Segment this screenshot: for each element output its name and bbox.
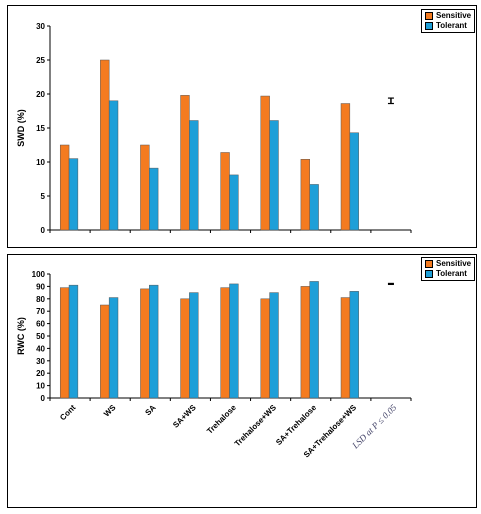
bar-tolerant-trehalose-ws: [269, 292, 279, 399]
legend-swatch-tolerant: [425, 22, 433, 30]
x-tick-label: SA: [143, 403, 157, 417]
bar-tolerant-ws: [108, 100, 119, 231]
rwc-chart: 0 10 20 30 40 50 60 70 80 90 100 RWC (%) Cont WS SA SA+…: [16, 270, 412, 459]
legend-label-sensitive: Sensitive: [436, 259, 472, 268]
x-tick-label: Trehalose: [205, 403, 238, 436]
bar-sensitive-ws: [100, 304, 110, 399]
bar-sensitive-sa-trehalose-ws: [340, 103, 351, 231]
bar-sensitive-sa-ws: [180, 95, 190, 231]
bar-sensitive-sa-trehalose-ws: [340, 297, 351, 399]
y-tick-label: 20: [36, 369, 45, 378]
swd-legend: Sensitive Tolerant: [421, 9, 476, 33]
x-tick-label: SA+WS: [171, 403, 198, 430]
y-tick-label: 15: [36, 124, 45, 133]
y-tick-label: 70: [36, 307, 45, 316]
y-tick-label: 0: [41, 226, 46, 235]
bar-sensitive-ws: [100, 59, 110, 231]
bar-tolerant-ws: [108, 297, 119, 399]
rwc-legend: Sensitive Tolerant: [421, 257, 476, 281]
bar-sensitive-trehalose-ws: [260, 95, 270, 231]
y-tick-label: 10: [36, 382, 45, 391]
y-tick-label: 10: [36, 158, 45, 167]
legend-label-tolerant: Tolerant: [436, 269, 467, 278]
legend-item-sensitive: Sensitive: [425, 11, 471, 21]
x-tick-label: Trehalose+WS: [233, 403, 279, 449]
y-tick-label: 90: [36, 282, 45, 291]
bar-tolerant-sa: [149, 167, 159, 231]
bar-tolerant-sa-trehalose: [309, 281, 319, 399]
y-tick-label: 20: [36, 90, 45, 99]
bar-tolerant-sa-ws: [189, 292, 199, 399]
legend-swatch-sensitive: [425, 260, 433, 268]
bar-sensitive-trehalose: [220, 287, 230, 399]
legend-item-sensitive: Sensitive: [425, 259, 471, 269]
bar-tolerant-trehalose-ws: [269, 120, 279, 231]
swd-chart-panel: 0 5 10 15 20 25 30 SWD (%) Sensitive Tolerant: [7, 5, 477, 248]
bar-tolerant-sa-trehalose: [309, 184, 319, 231]
bar-tolerant-trehalose: [229, 283, 239, 399]
bar-tolerant-sa: [149, 284, 159, 399]
legend-item-tolerant: Tolerant: [425, 269, 471, 279]
bar-sensitive-trehalose: [220, 152, 230, 231]
x-tick-label: Cont: [58, 403, 77, 422]
bar-sensitive-trehalose-ws: [260, 298, 270, 399]
bar-sensitive-sa-trehalose: [300, 159, 310, 231]
legend-label-tolerant: Tolerant: [436, 21, 467, 30]
bar-tolerant-cont: [68, 158, 79, 231]
y-tick-label: 40: [36, 344, 45, 353]
bar-sensitive-cont: [59, 144, 70, 231]
bar-sensitive-sa-trehalose: [300, 286, 310, 399]
y-tick-label: 100: [32, 270, 46, 279]
bar-sensitive-sa: [140, 144, 150, 231]
y-tick-label: 80: [36, 295, 45, 304]
swd-chart: 0 5 10 15 20 25 30 SWD (%): [16, 22, 412, 235]
y-tick-label: 30: [36, 22, 45, 31]
y-axis-label: SWD (%): [16, 109, 26, 147]
bar-sensitive-sa: [140, 288, 150, 399]
bar-tolerant-trehalose: [229, 174, 239, 231]
legend-swatch-sensitive: [425, 12, 433, 20]
bar-tolerant-sa-ws: [189, 120, 199, 231]
y-tick-label: 25: [36, 56, 45, 65]
legend-label-sensitive: Sensitive: [436, 11, 472, 20]
y-tick-label: 60: [36, 320, 45, 329]
y-tick-label: 50: [36, 332, 45, 341]
y-axis-label: RWC (%): [16, 317, 26, 355]
legend-swatch-tolerant: [425, 270, 433, 278]
bar-tolerant-sa-trehalose-ws: [349, 291, 359, 399]
bar-tolerant-sa-trehalose-ws: [349, 132, 359, 231]
legend-item-tolerant: Tolerant: [425, 21, 471, 31]
x-tick-label: SA+Trehalose: [274, 403, 318, 447]
bar-sensitive-cont: [59, 287, 70, 399]
bar-sensitive-sa-ws: [180, 298, 190, 399]
x-tick-label: WS: [102, 403, 118, 419]
y-tick-label: 30: [36, 357, 45, 366]
bar-tolerant-cont: [68, 284, 79, 399]
y-tick-label: 5: [41, 192, 46, 201]
y-tick-label: 0: [41, 394, 46, 403]
rwc-chart-panel: 0 10 20 30 40 50 60 70 80 90 100 RWC (%) Cont WS SA SA+…: [7, 254, 477, 508]
